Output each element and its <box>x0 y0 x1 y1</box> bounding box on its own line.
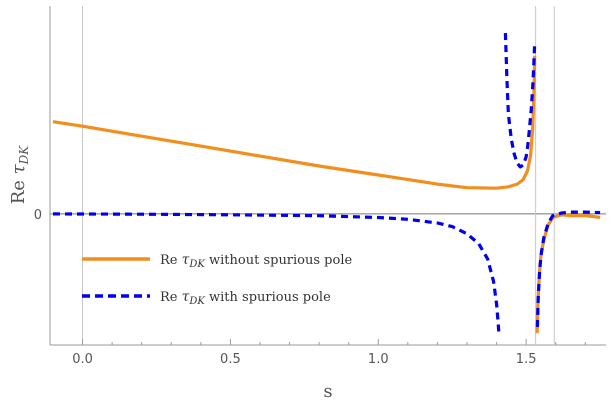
y-axis-title: Re τDK <box>8 145 31 205</box>
legend-label-dashed: Re τDK with spurious pole <box>160 289 331 307</box>
y-axis-title-symbol: τ <box>8 163 29 174</box>
x-tick-label: 1.0 <box>368 352 389 367</box>
legend-item-dashed: Re τDK with spurious pole <box>82 289 331 307</box>
y-axis-title-prefix: Re <box>8 174 29 204</box>
legend: Re τDK without spurious pole Re τDK with… <box>82 252 352 307</box>
y-axis-title-sub: DK <box>17 145 31 166</box>
series-1-segment-1 <box>503 33 537 169</box>
x-tick-label: 0.0 <box>72 352 93 367</box>
series-0-segment-0 <box>52 55 537 190</box>
series-1-segment-0 <box>52 212 501 334</box>
series-0-segment-1 <box>535 213 601 334</box>
series-1-segment-2 <box>535 210 601 327</box>
y-axis-ticks: 0 <box>34 208 55 223</box>
series-with-spurious-pole <box>52 33 601 334</box>
x-tick-label: 0.5 <box>220 352 241 367</box>
x-axis-title: s <box>323 381 332 402</box>
y-tick-label: 0 <box>34 208 42 223</box>
series-layer <box>52 33 601 334</box>
x-axis-ticks: 0.0 0.5 1.0 1.5 <box>72 339 586 367</box>
legend-label-solid: Re τDK without spurious pole <box>160 252 352 270</box>
legend-item-solid: Re τDK without spurious pole <box>82 252 352 270</box>
x-tick-label: 1.5 <box>516 352 537 367</box>
